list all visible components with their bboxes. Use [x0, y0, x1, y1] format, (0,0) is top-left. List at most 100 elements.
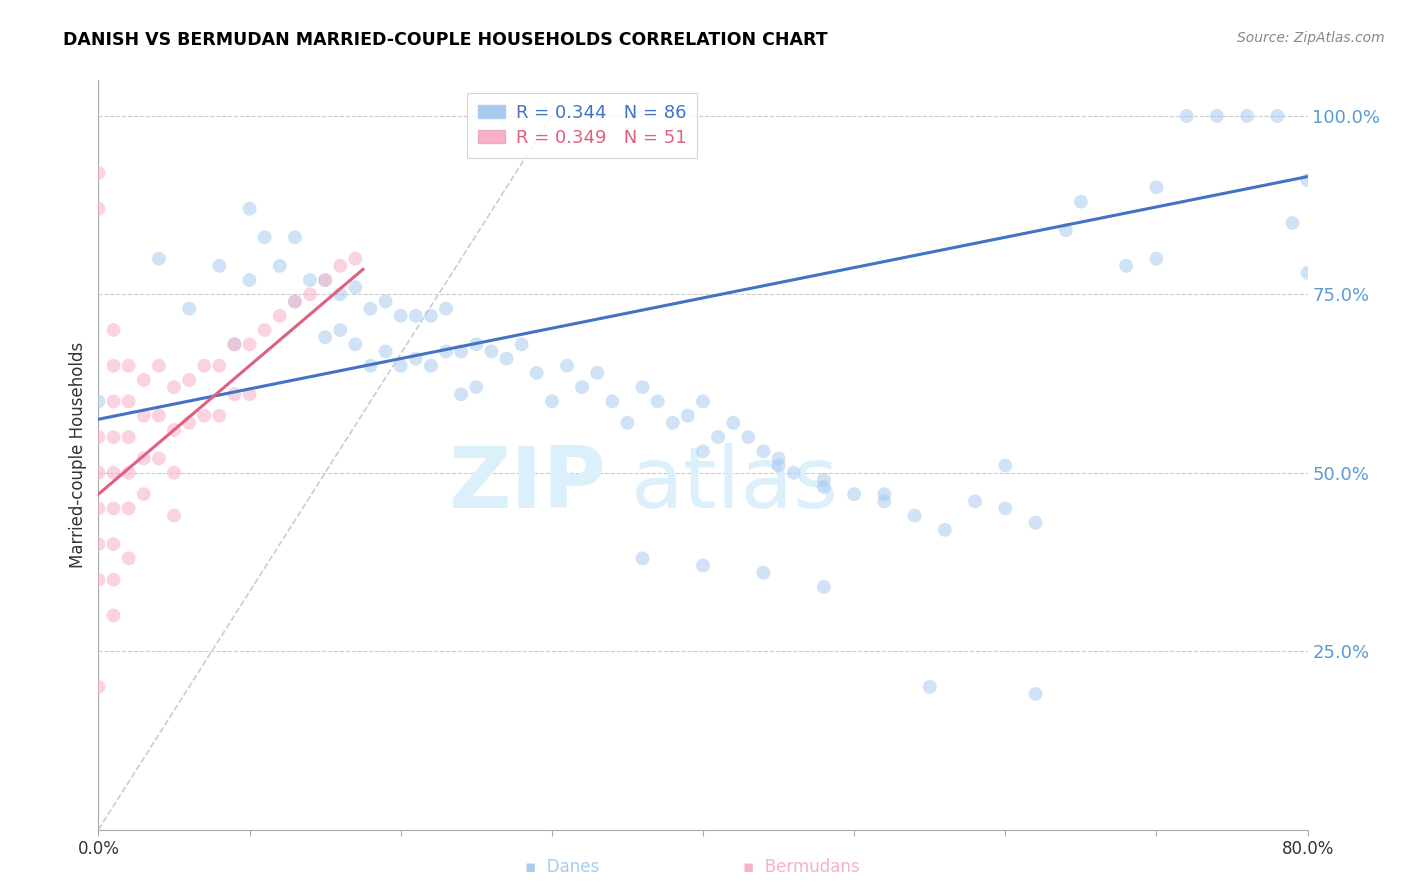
Point: [239, 273, 262, 287]
Point: [1144, 252, 1167, 266]
Point: [87, 501, 110, 516]
Point: [1296, 266, 1319, 280]
Text: DANISH VS BERMUDAN MARRIED-COUPLE HOUSEHOLDS CORRELATION CHART: DANISH VS BERMUDAN MARRIED-COUPLE HOUSEH…: [63, 31, 828, 49]
Point: [103, 359, 125, 373]
Point: [1206, 109, 1229, 123]
Point: [631, 551, 654, 566]
Point: [103, 501, 125, 516]
Point: [148, 359, 170, 373]
Y-axis label: Married-couple Households: Married-couple Households: [69, 342, 87, 568]
Point: [314, 273, 336, 287]
Point: [284, 230, 307, 244]
Point: [844, 487, 866, 501]
Point: [224, 337, 246, 351]
Point: [994, 501, 1017, 516]
Point: [208, 259, 231, 273]
Point: [965, 494, 987, 508]
Point: [344, 280, 367, 294]
Point: [193, 409, 215, 423]
Point: [253, 230, 276, 244]
Point: [631, 380, 654, 394]
Point: [103, 323, 125, 337]
Point: [224, 387, 246, 401]
Point: [571, 380, 593, 394]
Point: [1070, 194, 1092, 209]
Point: [148, 252, 170, 266]
Point: [707, 430, 730, 444]
Text: Source: ZipAtlas.com: Source: ZipAtlas.com: [1237, 31, 1385, 45]
Point: [813, 480, 835, 494]
Point: [405, 351, 427, 366]
Point: [118, 551, 141, 566]
Point: [602, 394, 624, 409]
Point: [1281, 216, 1303, 230]
Point: [148, 409, 170, 423]
Point: [87, 466, 110, 480]
Point: [118, 359, 141, 373]
Point: [692, 444, 714, 458]
Point: [103, 573, 125, 587]
Point: [783, 466, 806, 480]
Point: [586, 366, 609, 380]
Point: [1144, 180, 1167, 194]
Point: [118, 501, 141, 516]
Point: [163, 466, 186, 480]
Point: [299, 273, 322, 287]
Point: [132, 451, 155, 466]
Point: [813, 473, 835, 487]
Point: [87, 202, 110, 216]
Point: [752, 566, 775, 580]
Point: [148, 451, 170, 466]
Legend: R = 0.344   N = 86, R = 0.349   N = 51: R = 0.344 N = 86, R = 0.349 N = 51: [467, 93, 697, 158]
Point: [768, 458, 790, 473]
Point: [692, 394, 714, 409]
Point: [193, 359, 215, 373]
Point: [737, 430, 759, 444]
Point: [87, 166, 110, 180]
Point: [918, 680, 941, 694]
Point: [904, 508, 927, 523]
Point: [87, 680, 110, 694]
Point: [344, 337, 367, 351]
Point: [1236, 109, 1258, 123]
Point: [495, 351, 517, 366]
Point: [1296, 173, 1319, 187]
Point: [676, 409, 699, 423]
Point: [420, 359, 443, 373]
Point: [179, 301, 201, 316]
Point: [465, 380, 488, 394]
Point: [314, 330, 336, 344]
Point: [132, 487, 155, 501]
Point: [360, 301, 382, 316]
Point: [239, 202, 262, 216]
Point: [752, 444, 775, 458]
Point: [616, 416, 638, 430]
Point: [253, 323, 276, 337]
Point: [329, 259, 352, 273]
Point: [314, 273, 336, 287]
Point: [1267, 109, 1289, 123]
Point: [540, 394, 562, 409]
Point: [994, 458, 1017, 473]
Point: [450, 387, 472, 401]
Point: [692, 558, 714, 573]
Point: [132, 409, 155, 423]
Point: [103, 608, 125, 623]
Point: [873, 494, 896, 508]
Point: [208, 359, 231, 373]
Point: [1175, 109, 1198, 123]
Point: [163, 508, 186, 523]
Text: ▪  Danes: ▪ Danes: [526, 858, 599, 876]
Text: ZIP: ZIP: [449, 443, 606, 526]
Point: [661, 416, 683, 430]
Point: [1024, 516, 1046, 530]
Point: [389, 359, 412, 373]
Point: [87, 394, 110, 409]
Point: [118, 394, 141, 409]
Point: [118, 466, 141, 480]
Point: [555, 359, 578, 373]
Point: [163, 423, 186, 437]
Point: [87, 537, 110, 551]
Point: [179, 373, 201, 387]
Point: [208, 409, 231, 423]
